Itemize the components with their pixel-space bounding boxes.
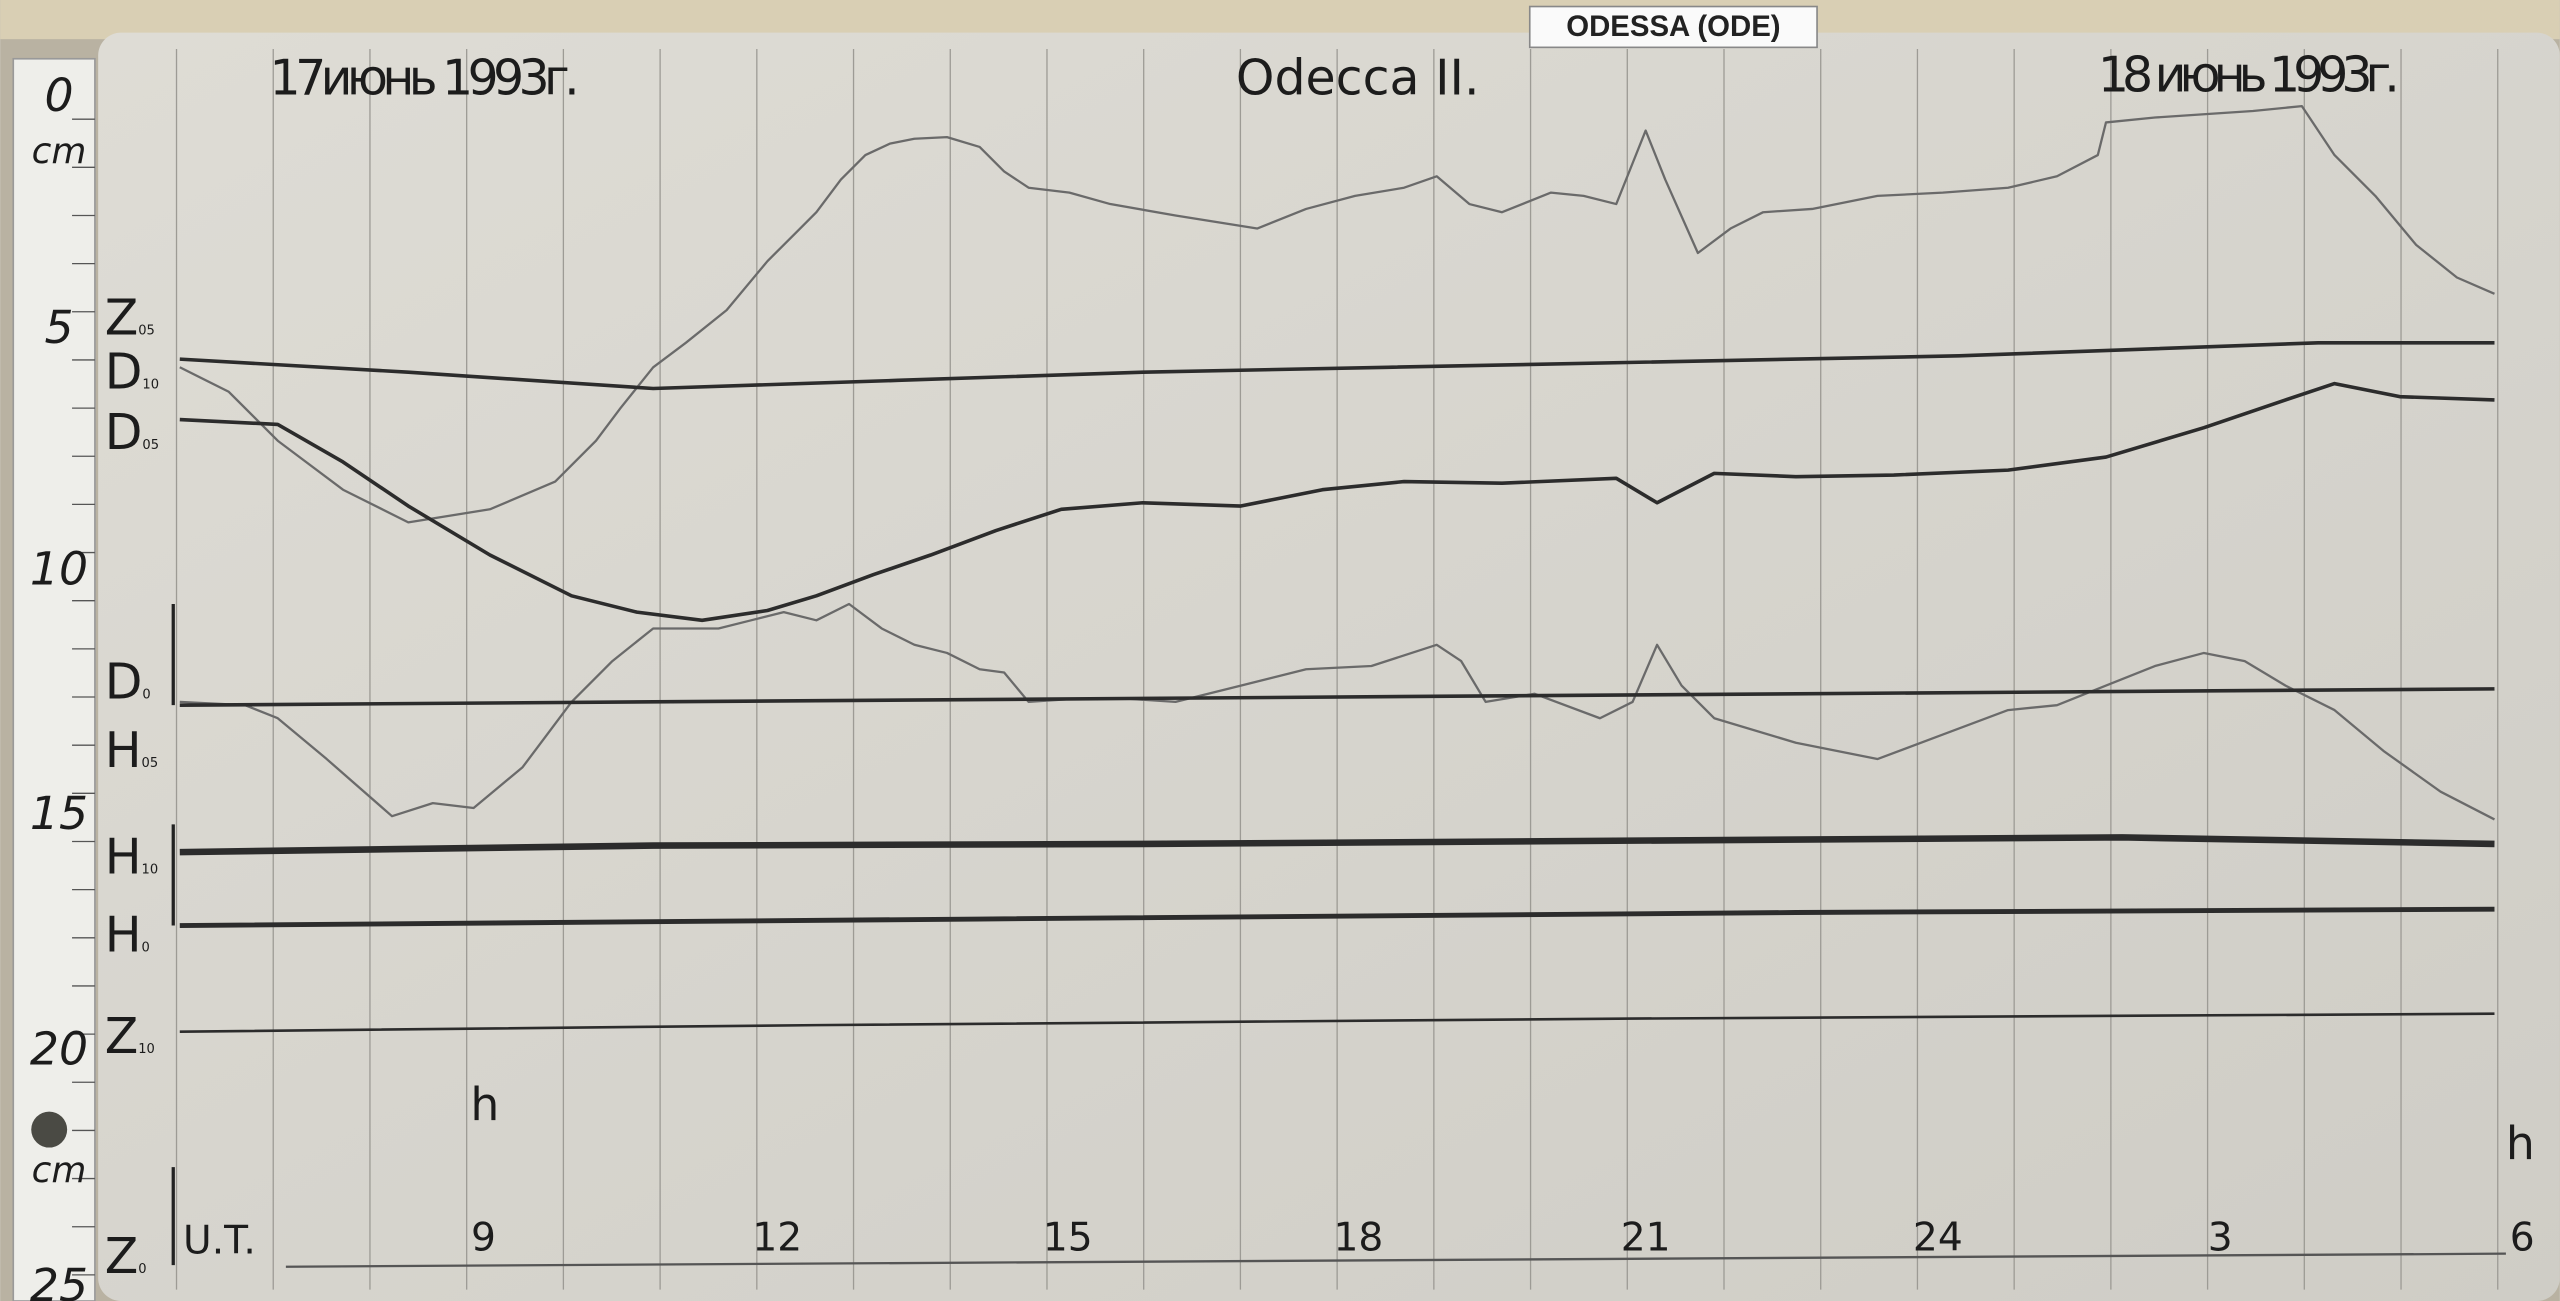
trace-letter: H [105,907,142,964]
trace-letter: Z [105,290,139,347]
trace-label: Z0 [105,1228,147,1285]
ruler-label: 10 [30,542,88,595]
left-date: 17июнь 1993г. [270,50,580,107]
trace-subscript: 05 [138,324,155,339]
trace-label: Z10 [105,1008,155,1065]
station-heading: Оdecca II. [1236,50,1480,107]
time-axis-line [285,1252,2506,1268]
trace-letter: H [105,722,142,779]
hour-label: 18 [1333,1215,1383,1260]
ruler-label: cm [32,131,87,172]
trace-curve [179,834,2495,856]
trace-curve [179,687,2495,707]
ruler [12,57,96,1301]
trace-subscript: 05 [142,756,159,771]
grid [175,48,2499,1290]
hour-unit: h [470,1078,499,1131]
trace-label: D05 [105,404,159,461]
hour-label: 6 [2510,1215,2535,1260]
ruler-label: 5 [44,301,73,354]
ruler-label: 25 [30,1259,88,1301]
trace-subscript: 10 [142,862,159,877]
trace-label: Z05 [105,290,155,347]
ruler-ticks [72,118,95,1276]
right-date: 18 июнь 1993г. [2098,46,2400,103]
hour-label: 9 [471,1215,496,1260]
trace-curve [179,906,2495,929]
trace-subscript: 0 [138,1262,146,1277]
trace-letter: Z [105,1008,139,1065]
pin [31,1111,68,1148]
ruler-label: 20 [30,1022,88,1075]
hour-label: 12 [752,1215,802,1260]
trace-label: D0 [105,654,151,711]
trace-letter: D [105,404,143,461]
trace-label: H0 [105,907,150,964]
trace-curve [179,104,2495,524]
hour-label: 15 [1043,1215,1093,1260]
station-tag-box [1528,5,1818,49]
ruler-label: 0 [44,69,73,122]
trace-label: D10 [105,344,159,401]
trace-subscript: 10 [142,378,159,393]
hour-unit: h [2506,1117,2535,1170]
station-tag: ODESSA (ODE) [1566,10,1780,43]
trace-curve [179,341,2495,391]
hour-label: 21 [1621,1215,1671,1260]
trace-subscript: 05 [142,438,159,453]
labels: 0cm5101520cm25Z05D10D05D0H05H10H0Z10Z0U.… [30,69,2535,1301]
trace-label: H10 [105,828,158,885]
trace-subscript: 10 [138,1042,155,1057]
ruler-label: cm [32,1150,87,1191]
trace-label: H05 [105,722,158,779]
trace-subscript: 0 [142,688,150,703]
trace-letter: D [105,654,143,711]
trace-letter: D [105,344,143,401]
trace-curve [179,381,2495,623]
hour-label: 3 [2208,1215,2233,1260]
trace-curve [179,1012,2495,1033]
paper-sheet [98,32,2560,1301]
trace-subscript: 0 [142,941,150,956]
hour-label: 24 [1913,1215,1963,1260]
time-axis-label: U.T. [183,1219,256,1264]
ruler-label: 15 [30,787,88,840]
trace-letter: Z [105,1228,139,1285]
trace-letter: H [105,828,142,885]
